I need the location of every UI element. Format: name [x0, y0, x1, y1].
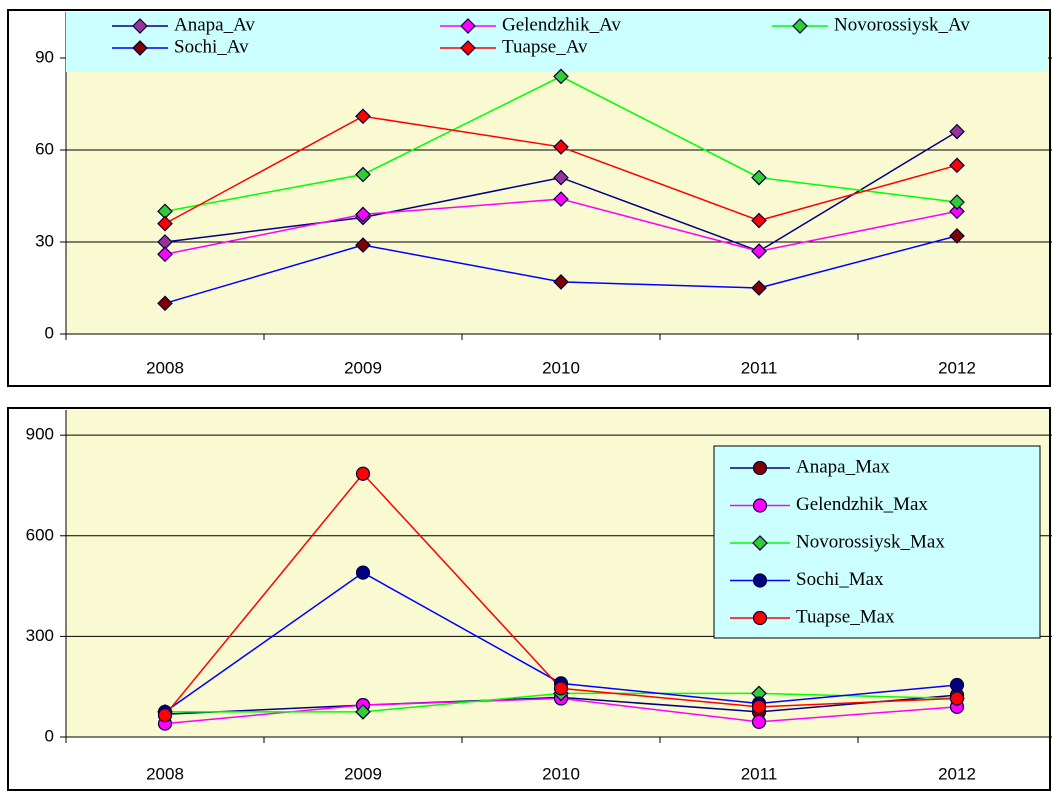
marker: [157, 708, 173, 723]
x-tick-label: 2011: [741, 358, 778, 377]
x-tick-label: 2012: [938, 358, 976, 377]
marker: [355, 166, 371, 183]
chart-frame: [7, 9, 1051, 387]
marker: [157, 246, 173, 263]
marker: [355, 237, 371, 253]
legend: [713, 445, 1041, 639]
marker: [157, 295, 173, 312]
legend-label: Sochi_Max: [796, 569, 884, 590]
marker: [553, 68, 569, 85]
y-tick-label: 90: [35, 47, 54, 66]
marker: [355, 206, 371, 223]
x-tick-label: 2010: [542, 764, 580, 783]
marker: [460, 40, 476, 56]
marker: [949, 228, 965, 244]
marker: [949, 691, 965, 706]
marker: [752, 498, 768, 513]
marker: [752, 610, 768, 626]
marker: [752, 460, 768, 476]
y-tick-label: 0: [45, 323, 54, 342]
marker: [132, 18, 148, 34]
marker: [949, 157, 965, 174]
legend-label: Gelendzhik_Max: [796, 494, 928, 515]
chart-frame: [7, 407, 1051, 791]
x-tick-label: 2009: [344, 764, 382, 783]
legend-label: Gelendzhik_Av: [502, 14, 621, 35]
y-tick-label: 0: [45, 726, 54, 745]
marker: [355, 466, 371, 481]
legend-label: Sochi_Av: [174, 36, 249, 57]
legend-label: Novorossiysk_Av: [834, 14, 970, 35]
marker: [949, 123, 965, 140]
x-tick-label: 2008: [146, 358, 184, 377]
marker: [751, 280, 767, 296]
marker: [949, 194, 965, 210]
marker: [355, 703, 371, 720]
legend-label: Novorossiysk_Max: [796, 531, 945, 552]
marker: [751, 169, 767, 186]
marker: [949, 677, 965, 693]
marker: [553, 191, 569, 207]
legend: [66, 12, 1048, 72]
y-tick-label: 900: [26, 425, 54, 444]
x-tick-label: 2009: [344, 358, 382, 377]
marker: [751, 699, 767, 714]
marker: [553, 169, 569, 186]
marker: [751, 212, 767, 229]
marker: [355, 108, 371, 125]
x-tick-label: 2012: [938, 764, 976, 783]
x-tick-label: 2010: [542, 358, 580, 377]
marker: [460, 18, 476, 34]
y-tick-label: 300: [26, 626, 54, 645]
legend-label: Tuapse_Av: [502, 36, 588, 57]
marker: [157, 215, 173, 232]
marker: [553, 274, 569, 290]
marker: [752, 573, 768, 588]
marker: [132, 40, 148, 56]
y-tick-label: 60: [35, 139, 54, 158]
marker: [553, 139, 569, 155]
marker: [752, 535, 768, 551]
marker: [792, 18, 808, 34]
legend-label: Anapa_Av: [174, 14, 255, 35]
marker: [553, 681, 569, 696]
x-tick-label: 2011: [741, 764, 778, 783]
y-tick-label: 30: [35, 231, 54, 250]
marker: [751, 243, 767, 260]
marker: [355, 565, 371, 580]
marker: [751, 714, 767, 730]
marker: [949, 203, 965, 220]
x-tick-label: 2008: [146, 764, 184, 783]
y-tick-label: 600: [26, 525, 54, 544]
legend-label: Anapa_Max: [796, 456, 890, 477]
legend-label: Tuapse_Max: [796, 606, 895, 627]
